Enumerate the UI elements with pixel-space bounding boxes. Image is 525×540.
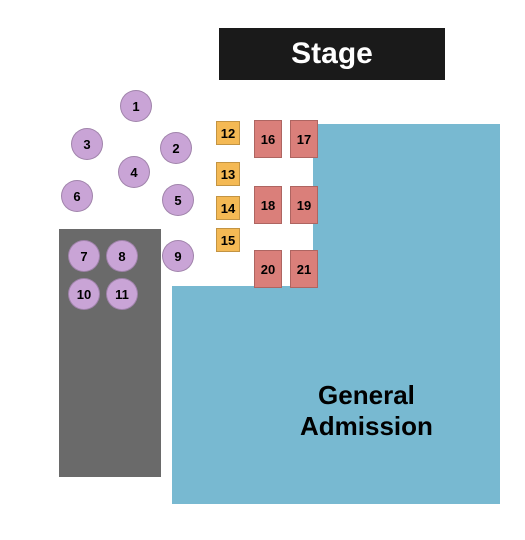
seat-red-19[interactable]: 19 — [290, 186, 318, 224]
seat-red-18[interactable]: 18 — [254, 186, 282, 224]
seat-circle-5[interactable]: 5 — [162, 184, 194, 216]
seat-circle-3[interactable]: 3 — [71, 128, 103, 160]
seat-red-20[interactable]: 20 — [254, 250, 282, 288]
seat-circle-10[interactable]: 10 — [68, 278, 100, 310]
seat-circle-1[interactable]: 1 — [120, 90, 152, 122]
seat-circle-8[interactable]: 8 — [106, 240, 138, 272]
seat-yellow-14[interactable]: 14 — [216, 196, 240, 220]
seat-circle-7[interactable]: 7 — [68, 240, 100, 272]
seat-yellow-12[interactable]: 12 — [216, 121, 240, 145]
seat-circle-11[interactable]: 11 — [106, 278, 138, 310]
seat-red-21[interactable]: 21 — [290, 250, 318, 288]
general-admission-label: GeneralAdmission — [300, 380, 433, 442]
seat-circle-4[interactable]: 4 — [118, 156, 150, 188]
seat-circle-6[interactable]: 6 — [61, 180, 93, 212]
seat-yellow-13[interactable]: 13 — [216, 162, 240, 186]
seat-circle-9[interactable]: 9 — [162, 240, 194, 272]
seat-red-16[interactable]: 16 — [254, 120, 282, 158]
seat-red-17[interactable]: 17 — [290, 120, 318, 158]
seat-yellow-15[interactable]: 15 — [216, 228, 240, 252]
seat-circle-2[interactable]: 2 — [160, 132, 192, 164]
